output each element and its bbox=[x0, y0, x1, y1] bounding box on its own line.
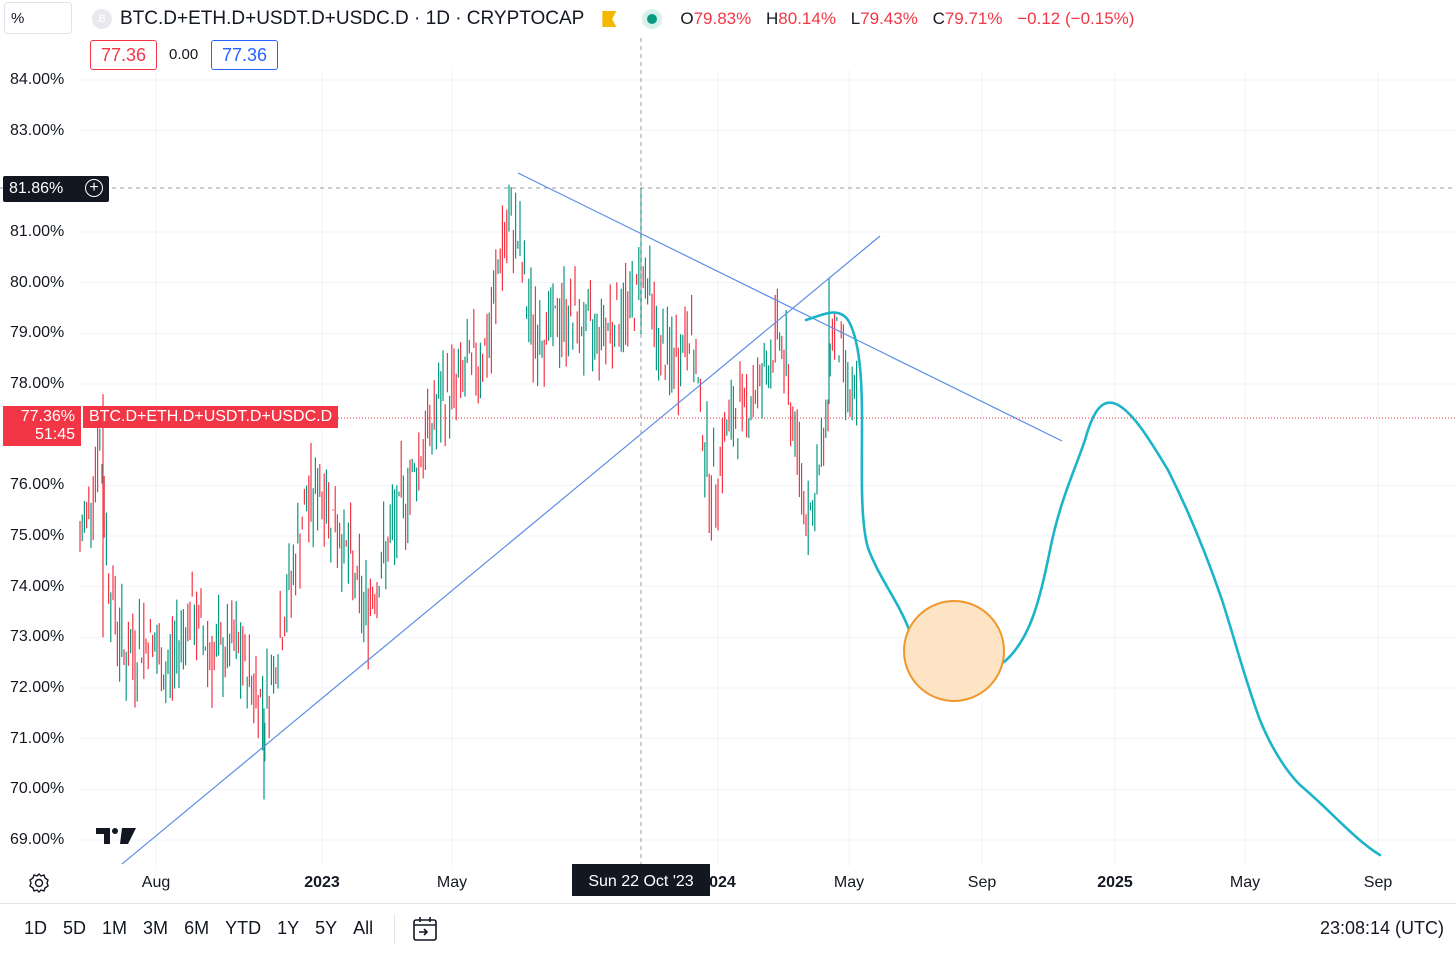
price-axis-label: 75.00% bbox=[10, 527, 65, 544]
source-icon[interactable]: B bbox=[92, 9, 112, 29]
symbol-title[interactable]: BTC.D+ETH.D+USDT.D+USDC.D · 1D · CRYPTOC… bbox=[120, 8, 585, 29]
open-value: 79.83% bbox=[693, 9, 752, 28]
price-axis-label: 84.00% bbox=[10, 71, 65, 88]
range-button[interactable]: YTD bbox=[225, 918, 262, 938]
range-button[interactable]: All bbox=[353, 918, 374, 938]
ohlc-values: O79.83% H80.14% L79.43% C79.71% −0.12 (−… bbox=[680, 9, 1135, 28]
time-axis-label: May bbox=[833, 874, 865, 891]
utc-clock[interactable]: 23:08:14 (UTC) bbox=[1319, 918, 1444, 938]
price-axis-label: 70.00% bbox=[10, 780, 65, 798]
status-dot-icon bbox=[642, 9, 663, 29]
price-axis-label: 73.00% bbox=[10, 628, 65, 646]
price-axis-label: 74.00% bbox=[10, 577, 65, 595]
time-axis-label: Sep bbox=[1363, 874, 1393, 891]
target-zone-circle[interactable] bbox=[903, 600, 1005, 702]
price-axis-label: 76.00% bbox=[10, 476, 65, 494]
time-axis-label: 2023 bbox=[304, 874, 340, 891]
range-button[interactable]: 3M bbox=[143, 918, 169, 938]
crosshair bbox=[0, 38, 1456, 866]
price-axis-label: 72.00% bbox=[10, 679, 65, 696]
price-axis-label: 71.00% bbox=[10, 729, 65, 747]
date-range-selector: 1D 5D 1M 3M 6M YTD 1Y 5Y All bbox=[16, 918, 381, 939]
price-axis-label: 79.00% bbox=[10, 324, 65, 342]
projection-curve-part2[interactable] bbox=[1002, 401, 1382, 857]
price-bars bbox=[79, 184, 858, 800]
range-button[interactable]: 1Y bbox=[277, 918, 300, 938]
flag-icon[interactable] bbox=[602, 11, 616, 27]
chart-canvas[interactable] bbox=[0, 0, 1456, 903]
date-range-icon[interactable] bbox=[410, 914, 440, 944]
symbol-legend: B BTC.D+ETH.D+USDT.D+USDC.D · 1D · CRYPT… bbox=[92, 6, 1134, 32]
crosshair-price-label: 81.86% + bbox=[3, 176, 109, 202]
time-axis-label: Aug bbox=[141, 874, 171, 891]
high-value: 80.14% bbox=[778, 9, 836, 28]
range-button[interactable]: 6M bbox=[184, 918, 210, 938]
settings-gear-icon[interactable] bbox=[28, 872, 50, 894]
time-axis-label: May bbox=[436, 874, 468, 891]
close-value: 79.71% bbox=[944, 9, 1003, 28]
bottom-toolbar: 1D 5D 1M 3M 6M YTD 1Y 5Y All 23:08:14 (UTC) bbox=[0, 903, 1456, 957]
price-axis-label: 83.00% bbox=[10, 121, 65, 139]
descending-trendline[interactable] bbox=[517, 172, 1063, 442]
user-drawings bbox=[121, 172, 1382, 865]
last-price-symbol-label: BTC.D+ETH.D+USDT.D+USDC.D bbox=[83, 406, 339, 428]
price-axis-label: 69.00% bbox=[10, 831, 65, 848]
buy-price-button[interactable]: 77.36 bbox=[211, 40, 279, 70]
ascending-trendline[interactable] bbox=[121, 235, 881, 865]
range-button[interactable]: 1M bbox=[102, 918, 128, 938]
range-button[interactable]: 5Y bbox=[315, 918, 338, 938]
add-alert-icon[interactable]: + bbox=[85, 179, 103, 197]
range-button[interactable]: 5D bbox=[63, 918, 87, 938]
price-axis-label: 81.00% bbox=[10, 223, 65, 240]
low-value: 79.43% bbox=[860, 9, 918, 28]
chart-grid bbox=[80, 70, 1456, 866]
time-axis-label: May bbox=[1229, 874, 1261, 891]
time-axis-label: 2025 bbox=[1097, 874, 1133, 891]
spread-value: 0.00 bbox=[169, 46, 199, 63]
range-button[interactable]: 1D bbox=[24, 918, 48, 938]
price-axis-label: 78.00% bbox=[10, 375, 65, 392]
crosshair-date-label: Sun 22 Oct '23 bbox=[572, 864, 710, 896]
tradingview-logo-icon[interactable] bbox=[96, 826, 136, 846]
change-value: −0.12 (−0.15%) bbox=[1017, 9, 1135, 28]
bar-countdown: 51:45 bbox=[34, 426, 75, 443]
last-price-label: 77.36% 51:45 bbox=[3, 406, 81, 446]
projection-curve-part1[interactable] bbox=[804, 311, 912, 634]
scale-mode-field[interactable]: % bbox=[4, 2, 72, 34]
price-axis-label: 80.00% bbox=[10, 273, 65, 291]
time-axis-label: Sep bbox=[967, 874, 997, 891]
toolbar-divider bbox=[394, 914, 395, 944]
sell-price-button[interactable]: 77.36 bbox=[90, 40, 158, 70]
